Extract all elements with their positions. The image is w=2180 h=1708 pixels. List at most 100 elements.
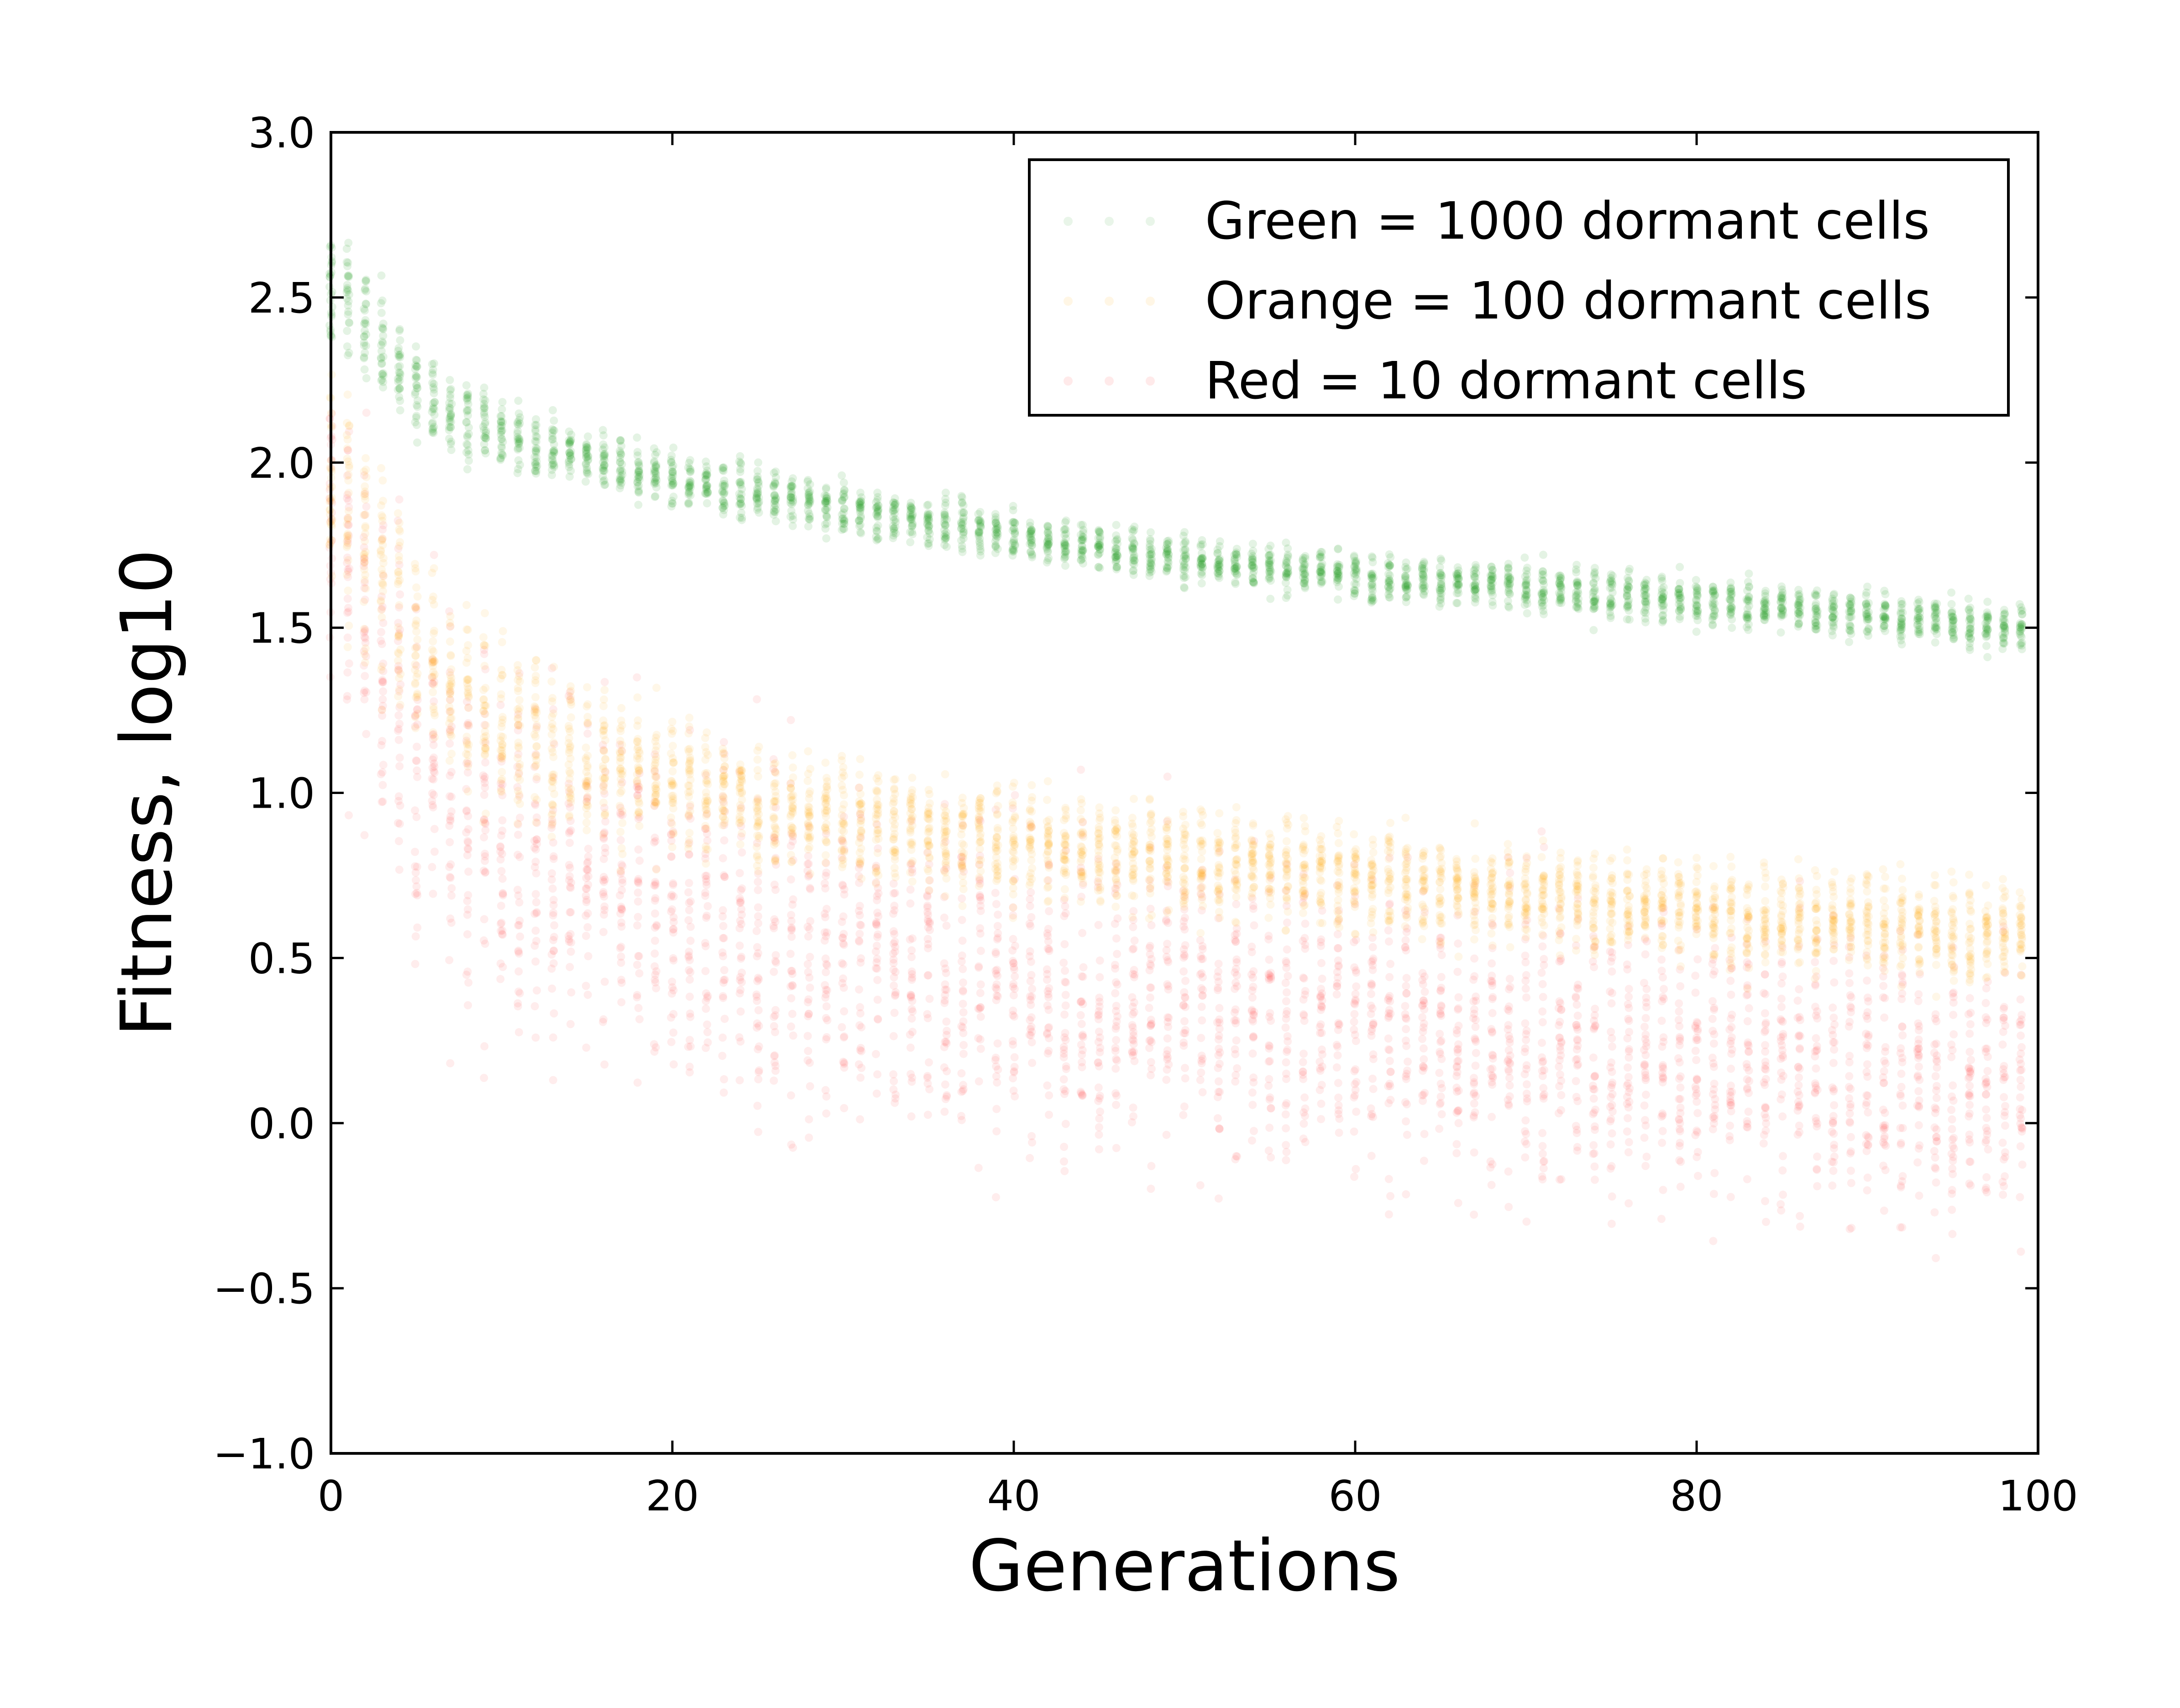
point-red xyxy=(344,446,352,454)
point-red xyxy=(651,894,660,903)
point-red xyxy=(1060,1167,1069,1175)
point-red xyxy=(1692,1055,1701,1064)
point-red xyxy=(379,687,388,696)
point-red xyxy=(1147,1020,1155,1029)
point-red xyxy=(1077,765,1085,774)
point-red xyxy=(411,711,420,720)
point-red xyxy=(1316,1066,1325,1075)
point-orange xyxy=(994,802,1002,810)
point-red xyxy=(1728,1045,1736,1054)
point-red xyxy=(907,1077,916,1086)
point-red xyxy=(924,944,933,953)
point-orange xyxy=(515,704,524,712)
point-red xyxy=(1677,1157,1685,1166)
point-red xyxy=(1420,1156,1428,1165)
point-red xyxy=(1162,1130,1171,1139)
point-red xyxy=(1318,1050,1327,1059)
point-red xyxy=(429,658,438,666)
point-orange xyxy=(394,656,403,665)
point-orange xyxy=(479,818,487,826)
point-orange xyxy=(634,798,643,806)
point-orange xyxy=(533,773,541,781)
point-red xyxy=(1658,1072,1667,1081)
point-orange xyxy=(1181,820,1190,829)
point-orange xyxy=(889,799,897,808)
point-red xyxy=(1368,1074,1377,1083)
point-orange xyxy=(1163,840,1171,849)
point-orange xyxy=(1147,811,1155,820)
point-red xyxy=(770,1076,778,1085)
point-red xyxy=(736,916,744,925)
point-red xyxy=(1009,956,1017,965)
point-orange xyxy=(1095,823,1103,832)
point-red xyxy=(1608,967,1616,976)
point-red xyxy=(752,990,761,999)
point-orange xyxy=(684,729,693,738)
point-red xyxy=(497,919,506,927)
point-red xyxy=(1350,1018,1358,1026)
point-orange xyxy=(958,872,967,880)
point-red xyxy=(2017,1031,2025,1040)
point-red xyxy=(1522,1089,1531,1098)
point-red xyxy=(1589,1141,1598,1149)
point-red xyxy=(907,1005,916,1013)
point-red xyxy=(531,926,540,935)
point-red xyxy=(1368,966,1377,974)
point-orange xyxy=(445,702,454,711)
point-red xyxy=(1606,1140,1615,1149)
point-red xyxy=(976,1013,985,1021)
point-red xyxy=(1863,1060,1871,1069)
point-red xyxy=(428,655,437,664)
point-red xyxy=(360,555,369,564)
point-orange xyxy=(1266,862,1274,871)
point-red xyxy=(429,735,437,743)
point-red xyxy=(463,930,472,939)
point-red xyxy=(975,1077,983,1086)
point-red xyxy=(393,726,402,735)
point-orange xyxy=(1300,846,1309,855)
point-orange xyxy=(923,808,932,817)
point-orange xyxy=(1113,832,1121,841)
point-orange xyxy=(344,556,352,564)
point-red xyxy=(1026,1025,1035,1034)
point-red xyxy=(617,976,626,984)
point-red xyxy=(413,766,421,775)
point-red xyxy=(1112,1017,1121,1026)
point-orange xyxy=(1027,820,1035,828)
point-red xyxy=(548,884,557,893)
point-red xyxy=(1418,969,1427,977)
point-red xyxy=(1898,1101,1907,1110)
point-red xyxy=(378,701,387,710)
point-orange xyxy=(857,874,866,883)
point-orange xyxy=(362,454,370,463)
point-red xyxy=(874,912,883,921)
point-red xyxy=(1488,1009,1497,1018)
point-red xyxy=(821,884,830,893)
point-red xyxy=(1709,1190,1718,1198)
point-red xyxy=(1469,976,1478,984)
point-red xyxy=(1233,982,1242,991)
point-red xyxy=(2001,1121,2009,1130)
point-red xyxy=(395,762,404,771)
point-red xyxy=(1472,992,1480,1001)
point-red xyxy=(1145,1003,1153,1012)
point-red xyxy=(445,792,454,801)
point-red xyxy=(959,1041,968,1050)
point-red xyxy=(1095,1062,1103,1071)
point-red xyxy=(957,1116,966,1124)
point-red xyxy=(770,1022,778,1030)
point-red xyxy=(1418,1034,1426,1043)
point-red xyxy=(1284,972,1292,980)
point-red xyxy=(1504,1167,1513,1176)
point-red xyxy=(1896,1090,1905,1098)
point-orange xyxy=(738,795,746,804)
point-red xyxy=(1847,1147,1855,1156)
point-red xyxy=(1691,1082,1700,1091)
point-red xyxy=(1351,1091,1359,1100)
point-orange xyxy=(547,744,556,753)
point-red xyxy=(582,931,590,940)
point-orange xyxy=(753,755,762,764)
point-red xyxy=(1915,1103,1923,1112)
point-red xyxy=(498,816,507,825)
point-orange xyxy=(652,684,661,692)
